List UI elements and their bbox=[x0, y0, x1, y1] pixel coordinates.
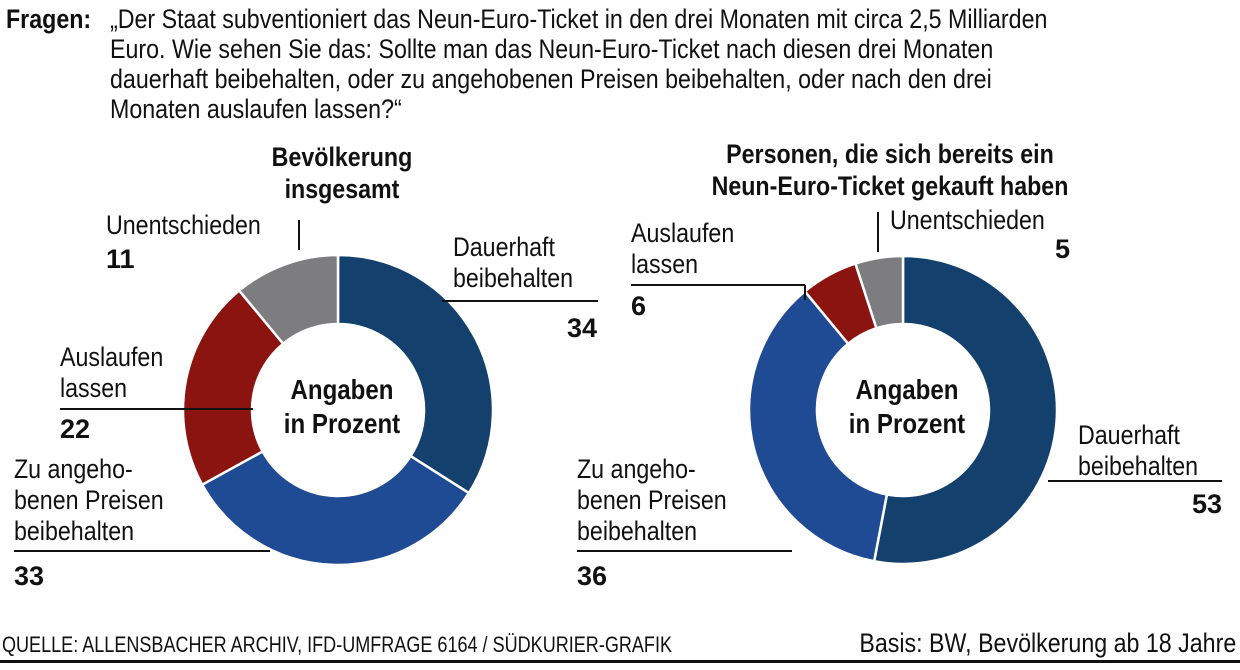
chart-title-line: Bevölkerung bbox=[272, 142, 413, 172]
donut-chart-ticket-buyers: Personen, die sich bereits ein Neun-Euro-… bbox=[577, 139, 1222, 591]
slice-label-auslaufen-line: lassen bbox=[60, 373, 127, 403]
slice-label-angehoben-line: benen Preisen bbox=[577, 485, 727, 515]
slice-unentschieden bbox=[853, 254, 905, 330]
donut-chart-population: Bevölkerung insgesamt Angaben in Prozent Dau… bbox=[14, 142, 598, 591]
chart-title-line: Personen, die sich bereits ein bbox=[726, 139, 1054, 169]
slice-label-dauerhaft-line: beibehalten bbox=[453, 263, 573, 293]
slice-label-angehoben: Zu angeho-benen Preisen beibehalten bbox=[577, 454, 727, 546]
chart-title: Personen, die sich bereits ein Neun-Euro-… bbox=[712, 139, 1069, 201]
slice-label-angehoben-line: Zu angeho- bbox=[577, 454, 696, 484]
slice-angehoben bbox=[200, 449, 471, 567]
center-label-line: in Prozent bbox=[284, 407, 401, 439]
slice-label-auslaufen-line: lassen bbox=[631, 249, 698, 279]
slice-label-auslaufen: Auslaufen lassen bbox=[631, 218, 734, 279]
slice-label-auslaufen-line: Auslaufen bbox=[631, 218, 734, 248]
center-label: Angaben in Prozent bbox=[284, 373, 401, 439]
slice-value-dauerhaft: 53 bbox=[1192, 489, 1222, 519]
slice-dauerhaft bbox=[872, 254, 1059, 566]
slice-label-dauerhaft-line: Dauerhaft bbox=[453, 232, 555, 262]
slice-label-angehoben-line: Zu angeho- bbox=[14, 454, 133, 484]
slice-value-unentschieden: 5 bbox=[1055, 234, 1070, 264]
slice-value-unentschieden: 11 bbox=[106, 244, 135, 274]
slice-label-unentschieden: Unentschieden bbox=[106, 210, 261, 240]
slice-label-unentschieden-line: Unentschieden bbox=[890, 205, 1045, 235]
slice-dauerhaft bbox=[336, 253, 495, 495]
slice-value-auslaufen: 6 bbox=[631, 291, 646, 321]
bottom-rule bbox=[0, 660, 1240, 663]
question-text: „Der Staat subventioniert das Neun-Euro-… bbox=[110, 4, 1048, 124]
chart-title-line: insgesamt bbox=[285, 174, 400, 204]
slice-label-dauerhaft: Dauerhaft beibehalten bbox=[453, 232, 573, 293]
chart-title-line: Neun-Euro-Ticket gekauft haben bbox=[712, 171, 1069, 201]
slice-value-dauerhaft: 34 bbox=[567, 313, 597, 343]
slice-label-dauerhaft-line: beibehalten bbox=[1078, 451, 1198, 481]
slice-label-angehoben: Zu angeho-benen Preisen beibehalten bbox=[14, 454, 164, 546]
slice-label-angehoben-line: benen Preisen bbox=[14, 485, 164, 515]
center-label-line: Angaben bbox=[290, 373, 393, 405]
chart-title: Bevölkerung insgesamt bbox=[272, 142, 413, 204]
slice-label-angehoben-line: beibehalten bbox=[577, 516, 697, 546]
slice-label-unentschieden-line: Unentschieden bbox=[106, 210, 261, 240]
slice-label-auslaufen-line: Auslaufen bbox=[60, 342, 163, 372]
slice-label-auslaufen: Auslaufen lassen bbox=[60, 342, 163, 403]
center-label: Angaben in Prozent bbox=[849, 373, 966, 439]
slice-value-angehoben: 33 bbox=[14, 561, 44, 591]
slice-auslaufen bbox=[181, 288, 285, 487]
source-credit: QUELLE: ALLENSBACHER ARCHIV, IFD-UMFRAGE… bbox=[2, 632, 673, 657]
slice-value-auslaufen: 22 bbox=[60, 414, 90, 444]
question-label: Fragen: bbox=[6, 4, 92, 34]
slice-value-angehoben: 36 bbox=[577, 561, 607, 591]
center-label-line: in Prozent bbox=[849, 407, 966, 439]
slice-label-angehoben-line: beibehalten bbox=[14, 516, 134, 546]
slice-angehoben bbox=[747, 289, 889, 563]
center-label-line: Angaben bbox=[855, 373, 958, 405]
slice-unentschieden bbox=[237, 253, 340, 346]
basis-note: Basis: BW, Bevölkerung ab 18 Jahre bbox=[859, 628, 1236, 658]
slice-label-dauerhaft: Dauerhaft beibehalten bbox=[1078, 420, 1198, 481]
slice-label-unentschieden: Unentschieden bbox=[890, 205, 1045, 235]
slice-label-dauerhaft-line: Dauerhaft bbox=[1078, 420, 1180, 450]
